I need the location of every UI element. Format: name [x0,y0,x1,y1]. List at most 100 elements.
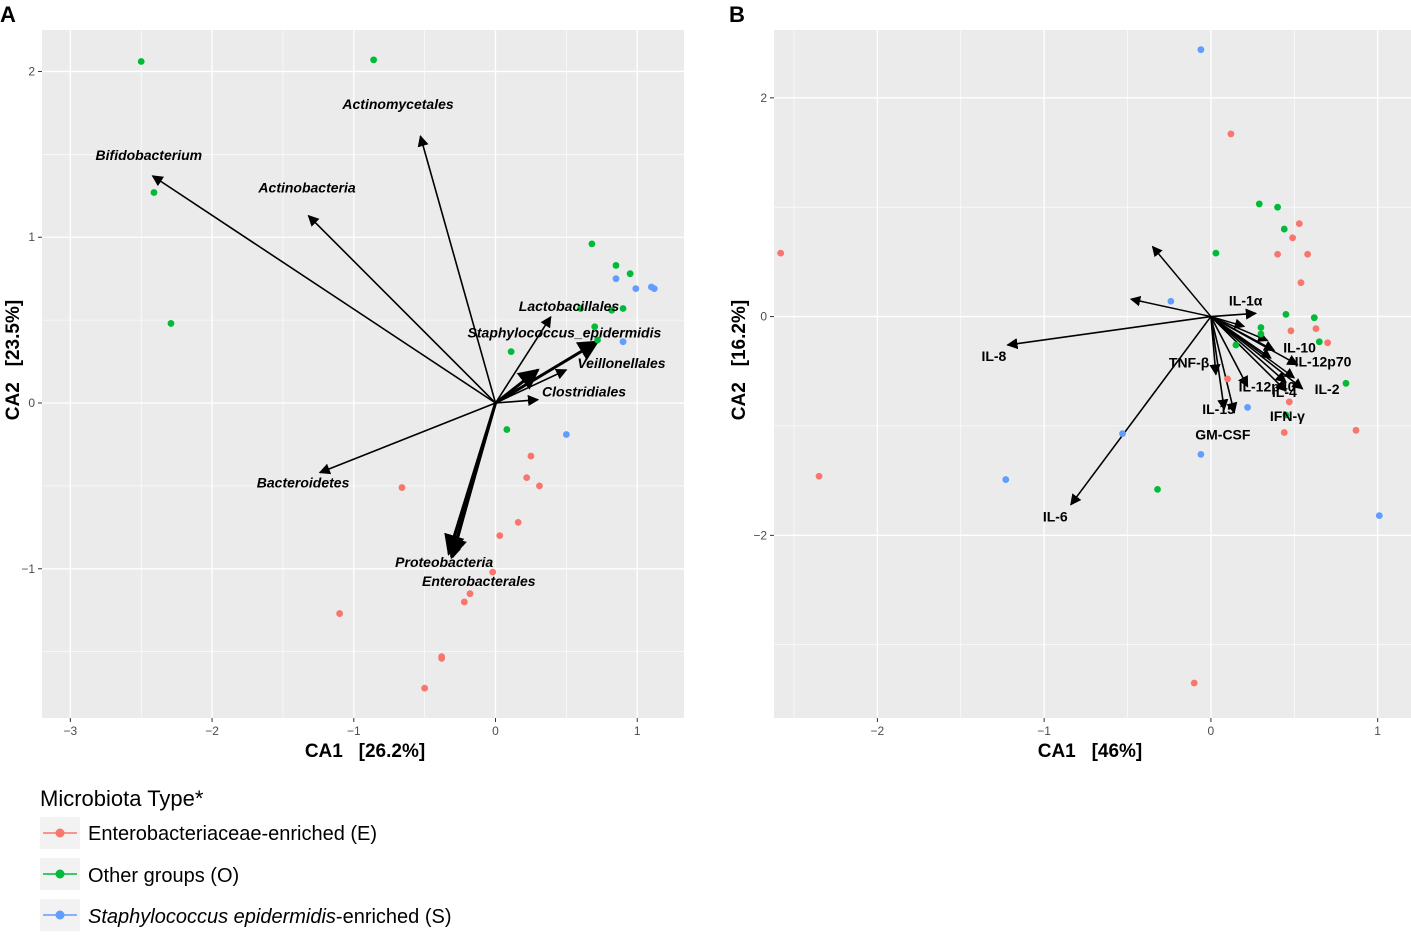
panel-a-point-o [608,306,616,314]
panel-b-point-s [1167,297,1175,305]
panel-b-y-tick-label: −2 [753,528,767,542]
panel-a-point-e [496,532,504,540]
legend-item-o: Other groups (O) [40,858,239,890]
panel-a-arrow [495,340,599,404]
panel-b-arrow-label: IL-6 [1043,509,1068,525]
panel-b-point-e [1287,327,1295,335]
panel-a-point-e [421,684,429,692]
panel-b-x-tick-label: 0 [1208,724,1215,738]
panel-b-point-s [1244,403,1251,411]
panel-b-point-s [1119,430,1126,438]
panel-a-x-tick-label: −2 [205,724,219,738]
panel-a-y-axis-title: CA2 [23.5%] [3,300,24,420]
panel-a-point-s [650,285,658,293]
panel-b-points [777,46,1383,687]
panel-b-unlabeled-arrow [1210,315,1269,342]
panel-a-arrow-label: Staphylococcus_epidermidis [468,325,662,341]
panel-b-x-tick-label: −1 [1037,724,1051,738]
panel-b-arrow [1210,316,1229,411]
panel-a-point-e [398,484,406,491]
panel-b-point-e [1312,325,1320,333]
panel-b-arrow-label: TNF-β [1169,355,1210,371]
panel-b-arrow [1210,315,1287,383]
panel-a-point-o [507,348,515,356]
panel-a-x-tick-label: 1 [634,724,641,738]
panel-b-point-s [1375,512,1383,520]
panel-a-ticks: −3 −2 −1 0 1 −1 0 1 2 [21,64,641,738]
panel-b-point-e [1285,398,1293,406]
panel-b-point-e [1224,375,1231,383]
panel-a-y-tick-label: 2 [28,64,35,78]
panel-a-point-o [577,305,584,312]
panel-a-point-e [536,482,543,490]
legend-key-e-dot [55,828,65,838]
panel-label-a: A [0,2,16,27]
panel-a-point-e [466,590,474,598]
panel-a-arrow-label: Lactobacillales [519,298,620,314]
panel-b-point-e [1324,339,1332,347]
panel-a-point-s [612,275,620,283]
panel-b-arrow-label: GM-CSF [1195,427,1251,443]
panel-b-point-o [1257,330,1265,338]
panel-b-x-axis-title: CA1 [46%] [1038,741,1143,762]
panel-b-point-s [1197,450,1205,458]
panel-a-arrows [151,135,600,560]
legend-key-o-dot [55,869,65,879]
panel-a-point-o [626,270,634,278]
panel-a-point-o [370,56,378,64]
legend-item-e: Enterobacteriaceae-enriched (E) [40,817,377,849]
panel-b-point-o [1274,203,1281,211]
panel-b-point-o [1315,338,1323,346]
panel-a-point-o [612,262,620,269]
panel-a-arrow [495,369,568,404]
panel-a-background [42,30,684,718]
panel-a-point-o [619,305,627,312]
panel-b-arrow [1210,316,1287,392]
panel-b-arrow [1210,316,1249,388]
panel-a-arrow-label: Enterobacterales [422,573,536,589]
panel-b-point-e [1304,250,1312,258]
panel-a-point-o [588,240,596,248]
legend-item-s: Staphylococcus epidermidis-enriched (S) [40,899,452,931]
panel-b-y-tick-label: 2 [760,91,767,105]
panel-b-arrow [1070,316,1212,506]
panel-a-arrow-label: Actinobacteria [257,180,355,196]
panel-b-arrow-label: IL-10 [1283,339,1316,355]
panel-a-point-o [591,323,599,331]
panel-b-point-e [1295,220,1303,228]
panel-b-arrow-label: IL-12p40 [1239,379,1296,395]
panel-a-arrow [318,402,496,475]
panel-b-arrow-label: IL-2 [1315,381,1340,397]
panel-a-x-axis-title: CA1 [26.2%] [305,741,425,762]
panel-a-x-tick-label: −1 [347,724,361,738]
legend-label-e: Enterobacteriaceae-enriched (E) [88,823,377,845]
panel-a-point-o [150,189,158,196]
panel-label-b: B [729,2,745,27]
panel-b-arrow-label: IFN-γ [1270,408,1305,424]
panel-a-point-o [167,320,175,327]
legend-label-s-rest: -enriched (S) [336,906,452,928]
panel-b-arrow [1210,308,1258,320]
panel-a-point-e [489,568,497,576]
legend-label-s-italic: Staphylococcus epidermidis [88,906,336,928]
panel-a-point-e [438,654,446,662]
panel-b-arrow-label: IL-1α [1229,292,1263,308]
legend: Microbiota Type* Enterobacteriaceae-enri… [40,786,452,931]
panel-b-point-o [1342,379,1350,387]
panel-b-arrow [1006,315,1212,350]
panel-a-x-tick-label: −3 [64,724,78,738]
panel-b-point-o [1257,324,1265,331]
panel-b-point-s [1197,46,1205,54]
panel-a-x-tick-label: 0 [492,724,499,738]
panel-a-arrow-label: Proteobacteria [395,554,493,570]
panel-a-point-e [514,518,522,526]
panel-b-point-e [1280,429,1288,436]
panel-a-point-e [460,598,468,606]
panel-a-arrow [450,402,497,559]
panel-b-point-e [1352,426,1360,434]
panel-b-x-tick-label: 1 [1374,724,1381,738]
panel-a-y-tick-label: 0 [28,396,35,410]
panel-b-point-o [1310,314,1318,322]
